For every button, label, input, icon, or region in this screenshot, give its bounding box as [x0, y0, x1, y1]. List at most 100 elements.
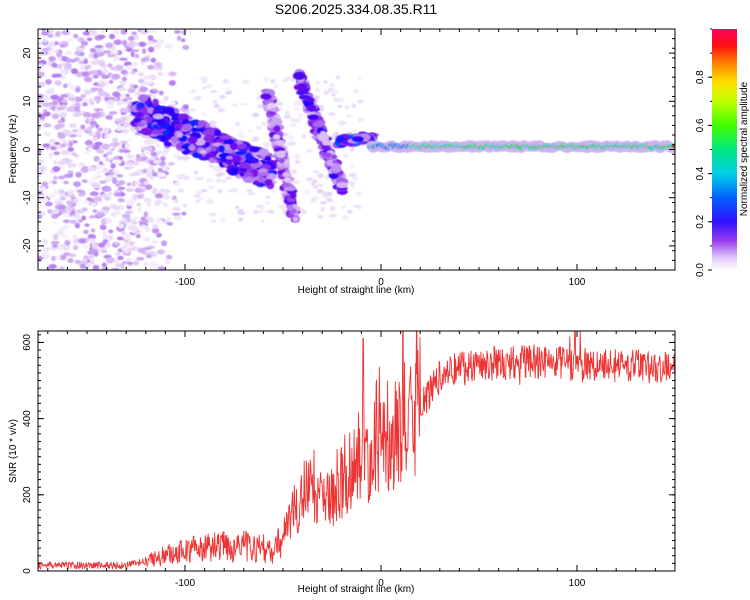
heatmap-cell: [41, 197, 49, 203]
heatmap-cell: [134, 92, 142, 96]
heatmap-cell: [42, 143, 51, 148]
heatmap-cell: [38, 125, 42, 130]
heatmap-cell: [217, 188, 223, 194]
heatmap-cell: [156, 143, 161, 147]
heatmap-cell: [351, 103, 356, 109]
heatmap-cell: [232, 103, 237, 107]
heatmap-cell: [284, 186, 297, 192]
heatmap-cell: [80, 124, 86, 131]
heatmap-cell: [97, 242, 106, 248]
heatmap-cell: [335, 75, 341, 80]
snr-ticks: -100 0 100 0 200 400 600: [22, 331, 676, 589]
heatmap-cell: [152, 186, 158, 192]
heatmap-cell: [315, 80, 321, 85]
heatmap-cell: [55, 255, 62, 260]
heatmap-cell: [133, 171, 140, 176]
heatmap-cell: [167, 109, 174, 114]
heatmap-cell: [66, 106, 76, 113]
spectrogram-x-axis-label: Height of straight line (km): [298, 285, 415, 296]
heatmap-cell: [285, 109, 290, 115]
x-tick-label: -100: [175, 277, 195, 288]
heatmap-cell: [104, 187, 112, 192]
heatmap-cell: [135, 157, 144, 162]
heatmap-cell: [127, 247, 136, 251]
heatmap-cell: [121, 213, 131, 219]
heatmap-cell: [148, 80, 154, 84]
heatmap-cell: [42, 39, 48, 43]
heatmap-cell: [101, 249, 108, 253]
heatmap-cell: [321, 145, 331, 151]
heatmap-cell: [74, 50, 82, 55]
heatmap-cell: [230, 155, 242, 163]
heatmap-cell: [202, 86, 207, 90]
y-tick-label: 200: [22, 486, 33, 503]
heatmap-cell: [88, 147, 95, 152]
heatmap-cell: [316, 189, 324, 194]
heatmap-cell: [80, 190, 86, 196]
heatmap-cell: [71, 234, 78, 240]
heatmap-cell: [72, 112, 82, 118]
heatmap-cell: [84, 139, 93, 146]
heatmap-cell: [120, 69, 128, 75]
heatmap-cell: [86, 64, 92, 69]
heatmap-cell: [38, 93, 45, 100]
heatmap-cell: [89, 48, 96, 53]
heatmap-cell: [234, 151, 247, 156]
heatmap-cell: [56, 51, 62, 57]
heatmap-cell: [312, 184, 318, 190]
heatmap-cell: [189, 89, 198, 93]
heatmap-cell: [96, 132, 101, 138]
heatmap-cell: [109, 33, 116, 40]
heatmap-cell: [290, 123, 297, 128]
heatmap-cell: [138, 78, 145, 84]
heatmap-cell: [198, 156, 211, 161]
x-tick-label: 100: [569, 277, 586, 288]
heatmap-cell: [101, 206, 111, 211]
heatmap-cell: [139, 224, 147, 229]
heatmap-cell: [291, 169, 297, 174]
heatmap-cell: [90, 176, 98, 181]
y-tick-label: 10: [22, 95, 33, 107]
heatmap-cell: [116, 125, 126, 131]
heatmap-cell: [101, 230, 108, 236]
heatmap-cell: [64, 63, 72, 68]
heatmap-cell: [73, 154, 80, 158]
heatmap-cell: [160, 135, 168, 142]
heatmap-cell: [112, 30, 120, 35]
heatmap-cell: [125, 210, 134, 214]
heatmap-cell: [113, 205, 122, 211]
heatmap-cell: [95, 164, 103, 170]
heatmap-cell: [256, 104, 264, 109]
heatmap-cell: [146, 107, 155, 115]
heatmap-cell: [88, 215, 96, 219]
heatmap-cell: [320, 207, 325, 212]
heatmap-cell: [57, 120, 63, 124]
heatmap-cell: [177, 175, 183, 180]
heatmap-cell: [115, 242, 121, 247]
heatmap-cell: [119, 80, 128, 86]
heatmap-cell: [276, 150, 286, 159]
heatmap-cell: [318, 133, 330, 141]
heatmap-cell: [292, 180, 300, 184]
heatmap-cell: [143, 246, 152, 251]
heatmap-cell: [127, 88, 136, 94]
heatmap-cell: [108, 191, 113, 196]
heatmap-cell: [57, 63, 63, 70]
heatmap-cell: [154, 193, 164, 199]
heatmap-cell: [70, 68, 79, 75]
heatmap-cell: [38, 159, 45, 164]
heatmap-cell: [143, 211, 149, 218]
heatmap-cell: [146, 172, 152, 178]
heatmap-cell: [50, 40, 55, 45]
heatmap-cell: [98, 91, 108, 97]
heatmap-cell: [325, 174, 330, 180]
heatmap-cell: [265, 195, 271, 199]
heatmap-cell: [112, 176, 117, 183]
heatmap-cell: [131, 220, 138, 225]
heatmap-cell: [55, 31, 61, 37]
heatmap-cell: [137, 72, 145, 77]
heatmap-cell: [82, 258, 88, 263]
heatmap-cell: [124, 249, 130, 254]
heatmap-cell: [316, 104, 325, 109]
heatmap-cell: [282, 132, 289, 137]
